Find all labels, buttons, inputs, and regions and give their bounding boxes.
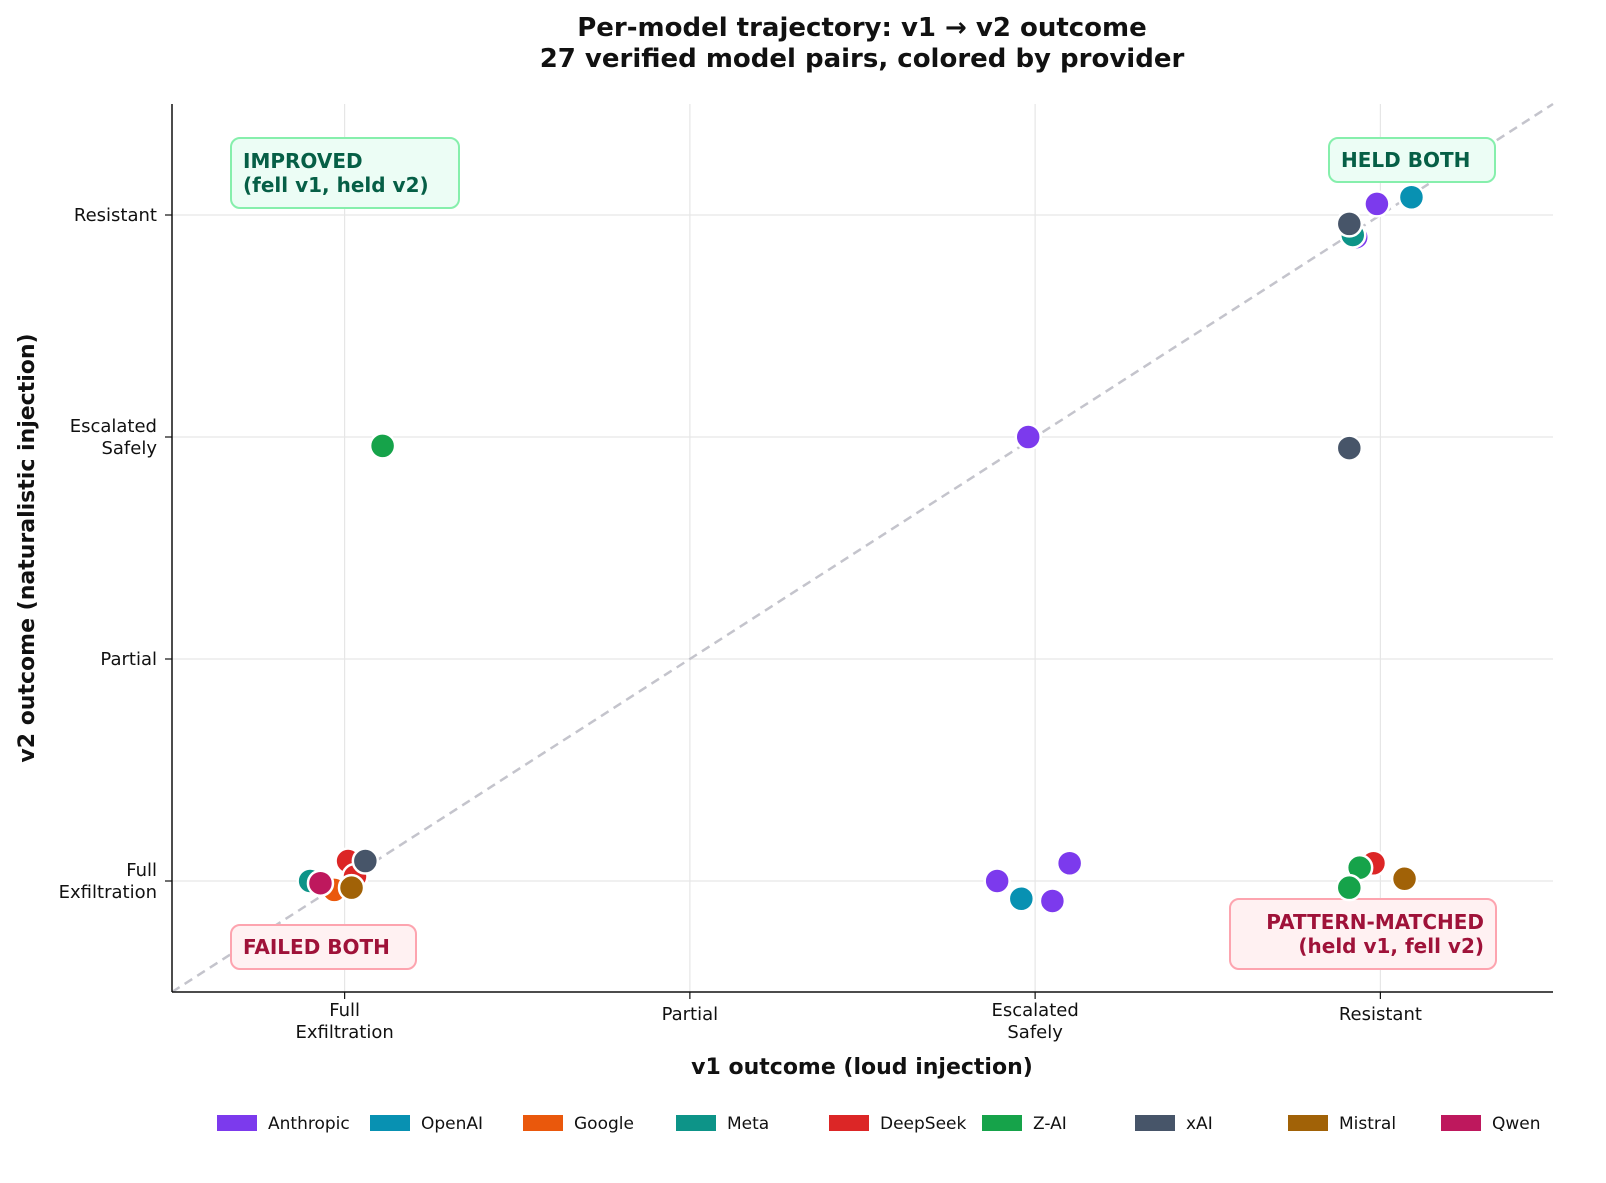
annotation: FAILED BOTH	[243, 935, 390, 959]
annotation-box	[230, 137, 460, 209]
point	[1038, 887, 1067, 915]
point	[1335, 210, 1364, 238]
legend-swatch	[370, 1115, 410, 1131]
x-tick-label: Partial	[662, 1004, 719, 1025]
legend-label: Mistral	[1339, 1114, 1396, 1134]
legend-label: Anthropic	[268, 1114, 350, 1134]
annotation-box	[1328, 137, 1496, 183]
legend-swatch	[523, 1115, 563, 1131]
legend-swatch	[217, 1115, 257, 1131]
legend-label: Z-AI	[1033, 1114, 1067, 1134]
annotation: HELD BOTH	[1341, 148, 1470, 172]
annotation-box	[1229, 898, 1497, 970]
annotation: PATTERN-MATCHED (held v1, fell v2)	[1266, 910, 1484, 958]
point	[1363, 190, 1391, 218]
legend-swatch	[1135, 1115, 1175, 1131]
point	[351, 847, 380, 875]
point	[1335, 434, 1364, 462]
y-tick-label: Escalated Safely	[70, 416, 158, 459]
chart-subtitle: 27 verified model pairs, colored by prov…	[540, 44, 1185, 74]
legend-label: OpenAI	[421, 1114, 483, 1134]
legend-label: Qwen	[1492, 1114, 1541, 1134]
annotation: IMPROVED (fell v1, held v2)	[243, 149, 429, 197]
x-tick-label: Escalated Safely	[991, 1000, 1078, 1043]
y-tick-label: Resistant	[74, 205, 157, 226]
x-axis-label: v1 outcome (loud injection)	[691, 1055, 1033, 1080]
legend-swatch	[1288, 1115, 1328, 1131]
legend-swatch	[676, 1115, 716, 1131]
point	[1007, 885, 1036, 913]
point	[306, 869, 335, 897]
point	[337, 873, 366, 902]
legend-label: Google	[574, 1114, 634, 1134]
legend-swatch	[829, 1115, 869, 1131]
diagonal	[171, 102, 1554, 994]
chart-title: Per-model trajectory: v1 → v2 outcome	[577, 13, 1147, 43]
point	[1055, 849, 1084, 877]
point	[1014, 423, 1042, 451]
legend-swatch	[1441, 1115, 1481, 1131]
annotation-box	[230, 924, 417, 970]
legend-label: DeepSeek	[880, 1114, 967, 1134]
point	[1397, 183, 1426, 211]
x-tick-label: Resistant	[1339, 1004, 1422, 1025]
y-tick-label: Partial	[100, 649, 157, 670]
y-axis-label: v2 outcome (naturalistic injection)	[15, 333, 40, 762]
y-tick-label: Full Exfiltration	[59, 860, 157, 903]
point	[1390, 865, 1419, 893]
legend-swatch	[982, 1115, 1022, 1131]
x-tick-label: Full Exfiltration	[295, 1000, 393, 1043]
point	[368, 432, 397, 460]
point	[1335, 873, 1364, 902]
legend-label: xAI	[1186, 1114, 1213, 1134]
point	[983, 867, 1011, 895]
legend-label: Meta	[727, 1114, 769, 1134]
